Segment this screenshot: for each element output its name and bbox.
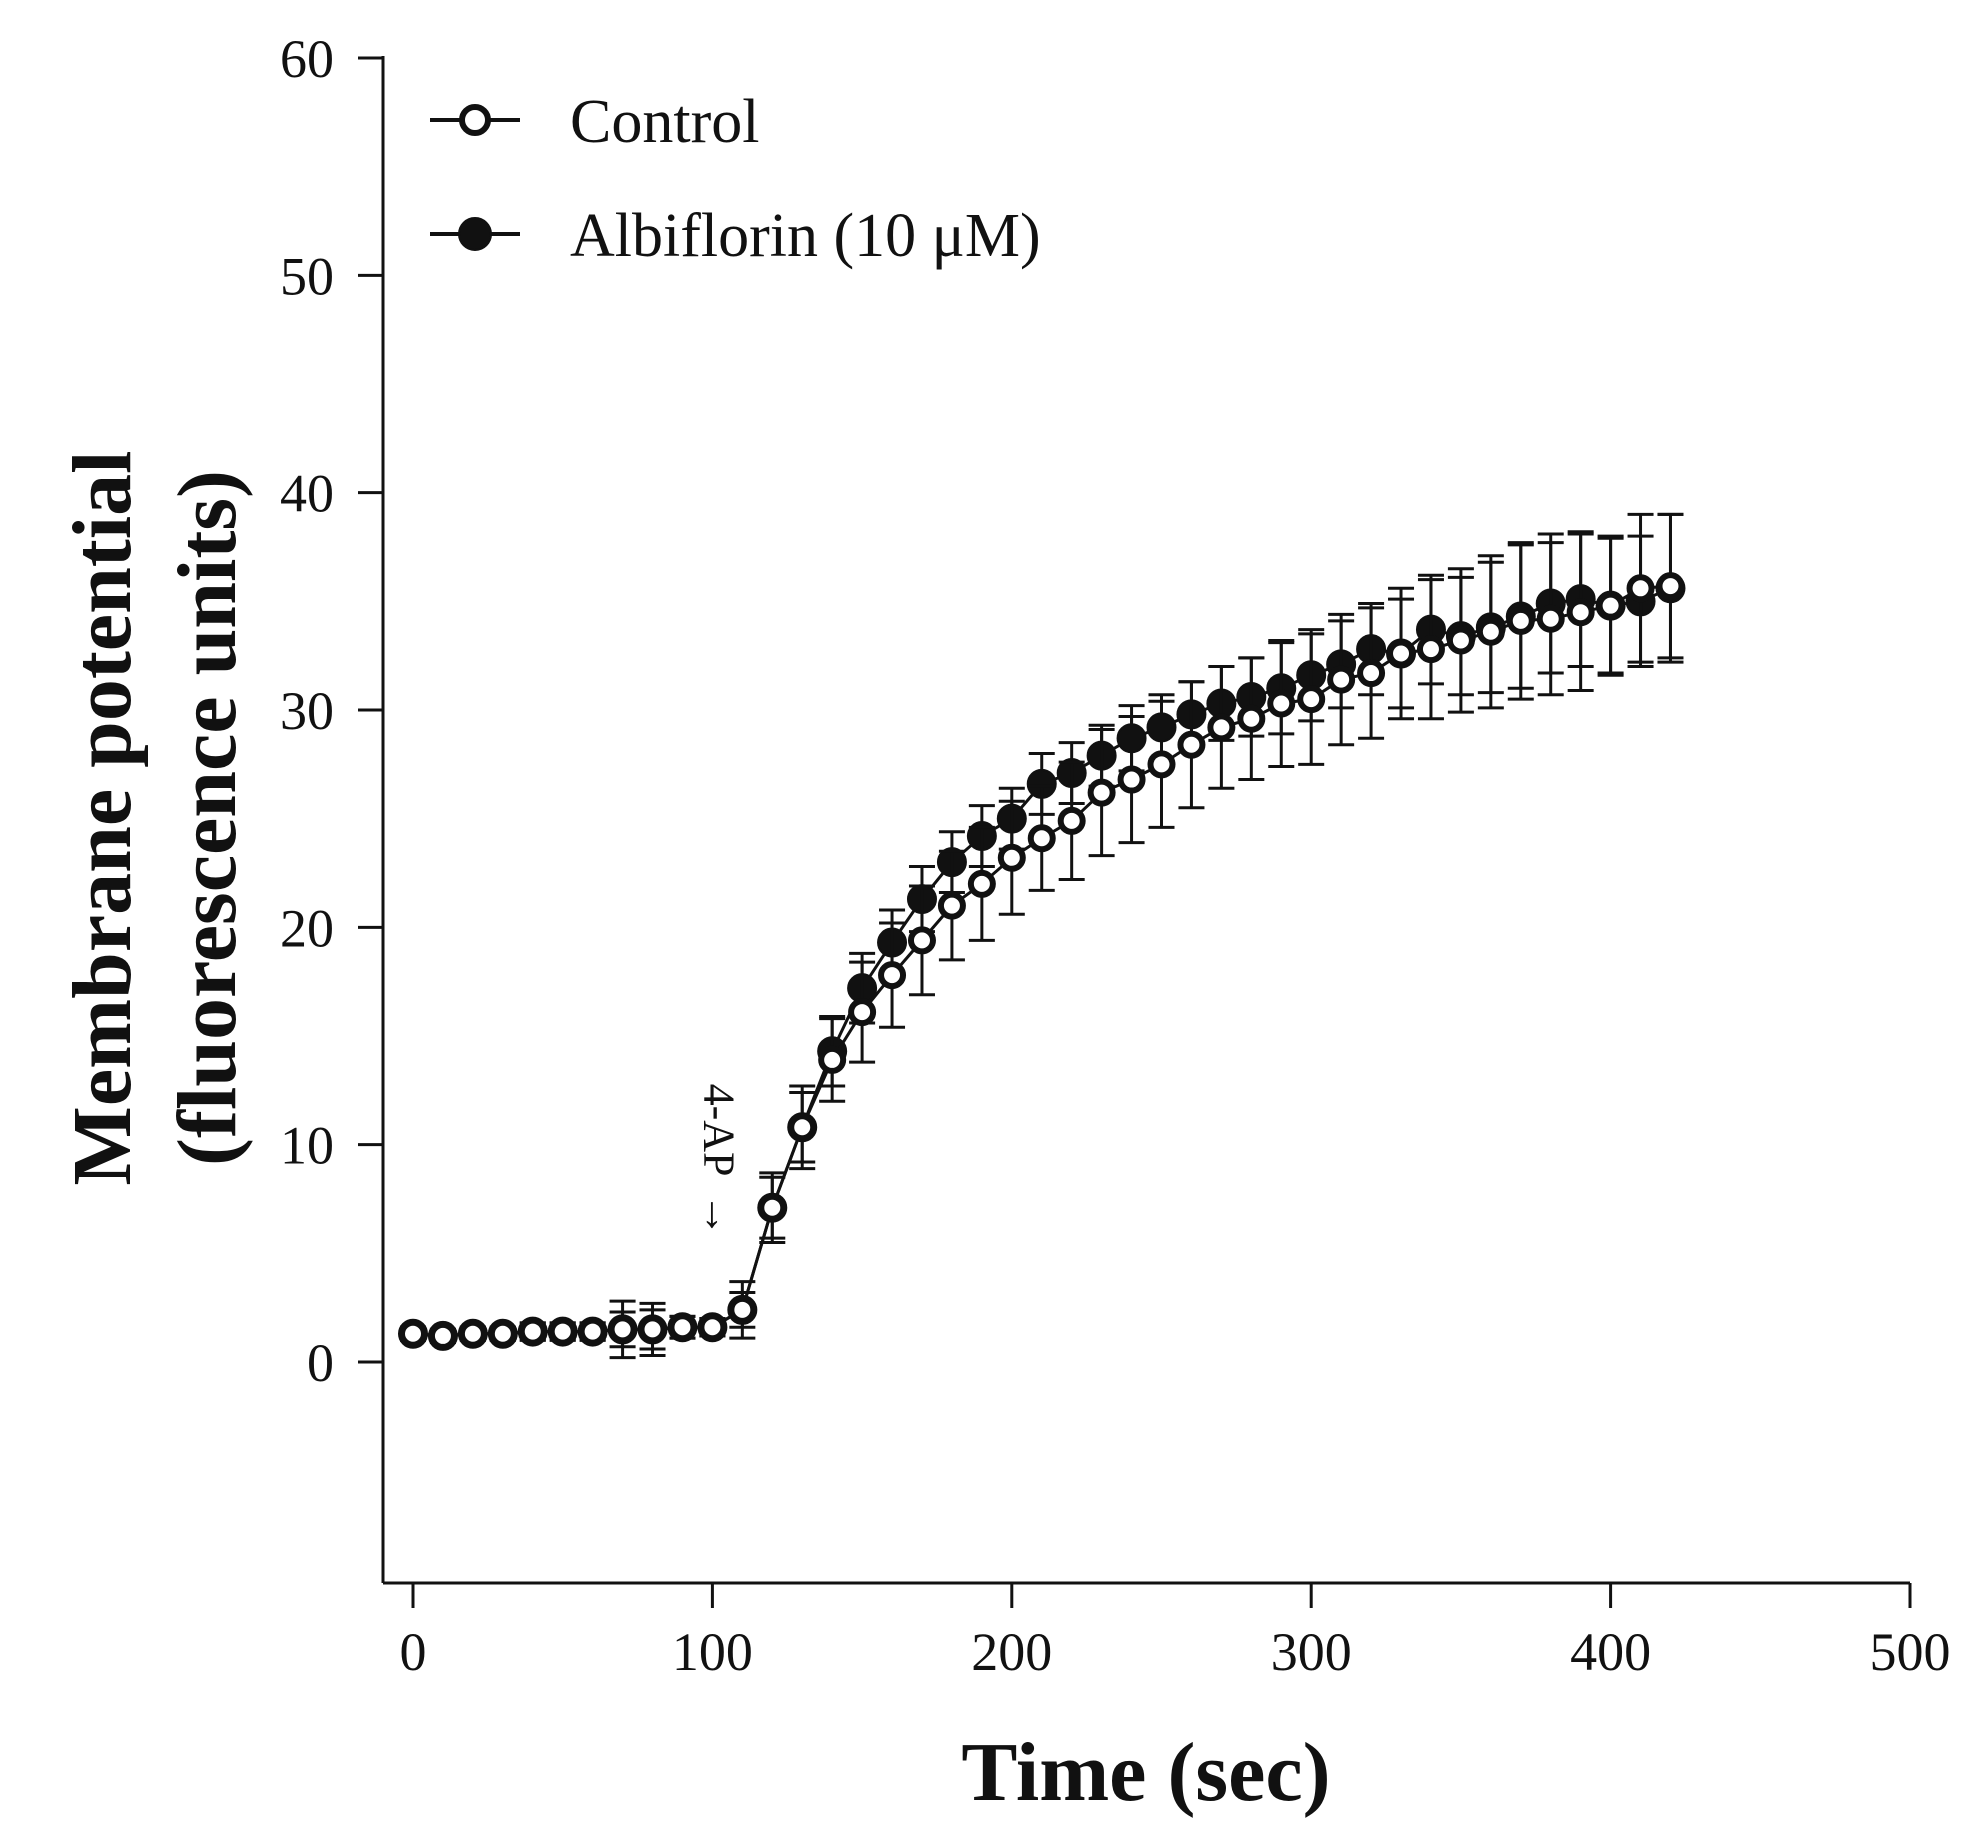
point-control <box>578 1317 607 1346</box>
point-control <box>1626 574 1655 603</box>
point-control <box>1087 778 1116 807</box>
point-control <box>1476 617 1505 646</box>
point-control <box>1027 824 1056 853</box>
point-control <box>1536 604 1565 633</box>
x-tick-label: 0 <box>400 1622 427 1682</box>
point-control <box>698 1313 727 1342</box>
point-control <box>1656 572 1685 601</box>
point-control <box>1237 704 1266 733</box>
point-control <box>428 1321 457 1350</box>
annotation-4ap-label: 4-AP <box>694 1084 743 1177</box>
point-control <box>1297 685 1326 714</box>
point-control <box>1177 730 1206 759</box>
point-control <box>1387 639 1416 668</box>
point-control <box>728 1295 757 1324</box>
point-control <box>878 961 907 990</box>
point-control <box>1117 765 1146 794</box>
point-control <box>818 1045 847 1074</box>
legend-control-label: Control <box>570 88 759 156</box>
point-control <box>638 1315 667 1344</box>
point-control <box>937 891 966 920</box>
point-control <box>458 1319 487 1348</box>
point-control <box>1506 606 1535 635</box>
x-tick-label: 400 <box>1570 1622 1651 1682</box>
point-control <box>1596 591 1625 620</box>
y-tick-label: 10 <box>280 1116 334 1176</box>
point-control <box>967 869 996 898</box>
x-ticks: 0 100 200 300 400 500 <box>400 1583 1951 1682</box>
point-control <box>1566 598 1595 627</box>
point-control <box>1416 635 1445 664</box>
y-tick-label: 40 <box>280 464 334 524</box>
x-tick-label: 300 <box>1271 1622 1352 1682</box>
point-control <box>997 843 1026 872</box>
y-tick-label: 0 <box>307 1333 334 1393</box>
legend-albiflorin-label: Albiflorin (10 μM) <box>570 202 1041 270</box>
y-tick-label: 50 <box>280 246 334 306</box>
legend: Control Albiflorin (10 μM) <box>430 88 1041 270</box>
point-control <box>1327 665 1356 694</box>
series-control <box>399 512 1685 1360</box>
legend-control-marker <box>459 104 491 136</box>
x-tick-label: 100 <box>672 1622 753 1682</box>
point-control <box>1446 626 1475 655</box>
point-control <box>1207 713 1236 742</box>
legend-albiflorin-marker <box>458 217 492 251</box>
x-axis-title: Time (sec) <box>961 1726 1330 1819</box>
point-control <box>1057 806 1086 835</box>
x-tick-label: 500 <box>1870 1622 1951 1682</box>
y-axis-title-line2: (fluorescence units) <box>161 470 254 1166</box>
series-line-albiflorin <box>412 586 1672 1338</box>
point-control <box>548 1317 577 1346</box>
y-tick-label: 30 <box>280 681 334 741</box>
annotation-4ap: 4-AP → <box>694 1084 743 1237</box>
y-tick-label: 60 <box>280 29 334 89</box>
annotation-4ap-arrow: → <box>694 1193 743 1237</box>
y-axis-title-line1: Membrane potential <box>56 451 149 1186</box>
x-tick-label: 200 <box>971 1622 1052 1682</box>
series-layer <box>398 512 1686 1360</box>
point-control <box>1357 659 1386 688</box>
point-control <box>668 1313 697 1342</box>
point-control <box>848 998 877 1027</box>
point-control <box>1147 750 1176 779</box>
point-control <box>399 1319 427 1348</box>
point-control <box>788 1113 817 1142</box>
series-line-control <box>412 584 1671 1338</box>
y-ticks: 0 10 20 30 40 50 60 <box>280 29 383 1393</box>
point-control <box>758 1193 787 1222</box>
point-control <box>608 1315 637 1344</box>
y-tick-label: 20 <box>280 898 334 958</box>
point-control <box>1267 689 1296 718</box>
point-control <box>518 1317 547 1346</box>
point-control <box>907 926 936 955</box>
point-control <box>488 1319 517 1348</box>
